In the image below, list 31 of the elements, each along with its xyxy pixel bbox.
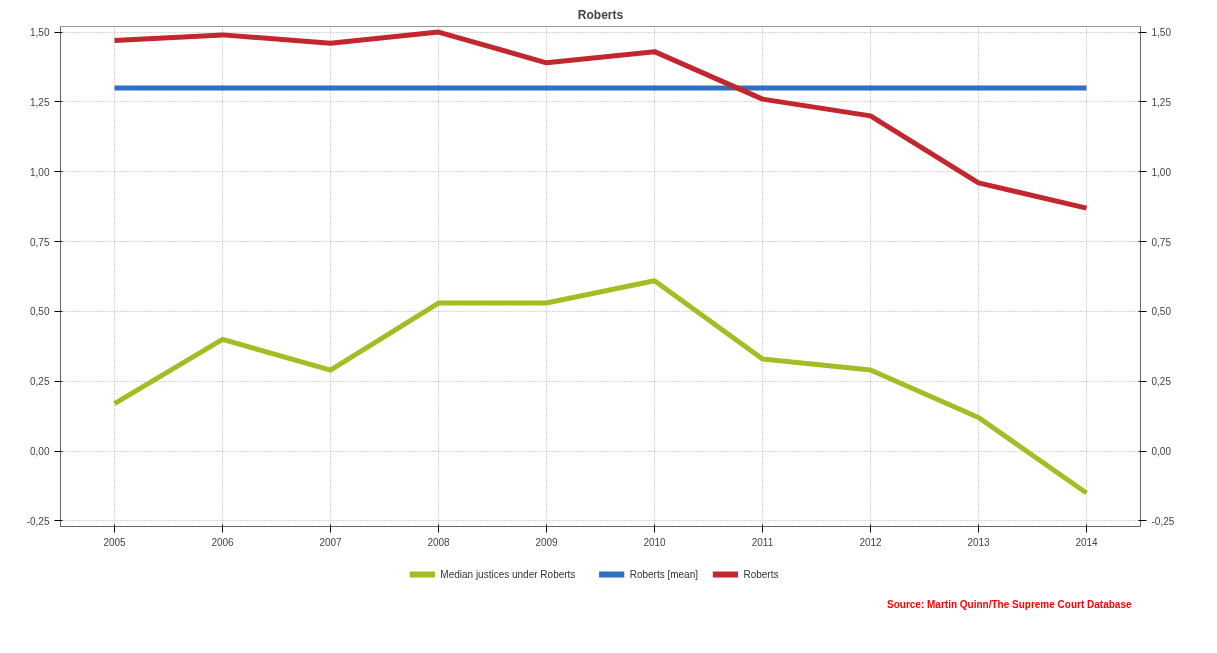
- y-tick-label: 0,25: [30, 376, 50, 388]
- x-tick-label: 2012: [859, 536, 883, 548]
- x-tick-label: 2011: [751, 536, 774, 548]
- y2-tick-label: 0,25: [1151, 376, 1172, 388]
- y-tick-label: -0,25: [26, 515, 50, 527]
- x-tick-label: 2010: [643, 536, 667, 548]
- legend-label: Roberts [mean]: [629, 569, 699, 580]
- y2-tick-label: 0,00: [1151, 446, 1172, 458]
- y2-tick-label: 1,00: [1151, 166, 1172, 178]
- x-tick-label: 2007: [319, 536, 343, 548]
- y2-tick-label: 0,50: [1151, 306, 1172, 318]
- x-tick-label: 2008: [427, 536, 451, 548]
- legend-label: Roberts: [743, 569, 779, 580]
- y2-tick-label: 1,50: [1151, 27, 1172, 39]
- y-tick-label: 1,25: [30, 96, 50, 108]
- y2-tick-label: 1,25: [1151, 96, 1172, 108]
- x-tick-label: 2014: [1075, 536, 1099, 548]
- chart-title: Roberts: [577, 7, 624, 22]
- legend-label: Median justices under Roberts: [440, 569, 576, 580]
- x-tick-label: 2013: [967, 536, 991, 548]
- y-tick-label: 0,00: [30, 446, 50, 458]
- y2-tick-label: -0,25: [1151, 515, 1175, 527]
- source-note: Source: Martin Quinn/The Supreme Court Database: [887, 599, 1132, 610]
- y-tick-label: 1,50: [30, 27, 50, 39]
- y2-tick-label: 0,75: [1151, 236, 1172, 248]
- y-tick-label: 0,75: [30, 236, 50, 248]
- x-tick-label: 2009: [535, 536, 559, 548]
- x-tick-label: 2006: [211, 536, 235, 548]
- y-tick-label: 1,00: [30, 166, 50, 178]
- x-tick-label: 2005: [103, 536, 127, 548]
- y-tick-label: 0,50: [30, 306, 50, 318]
